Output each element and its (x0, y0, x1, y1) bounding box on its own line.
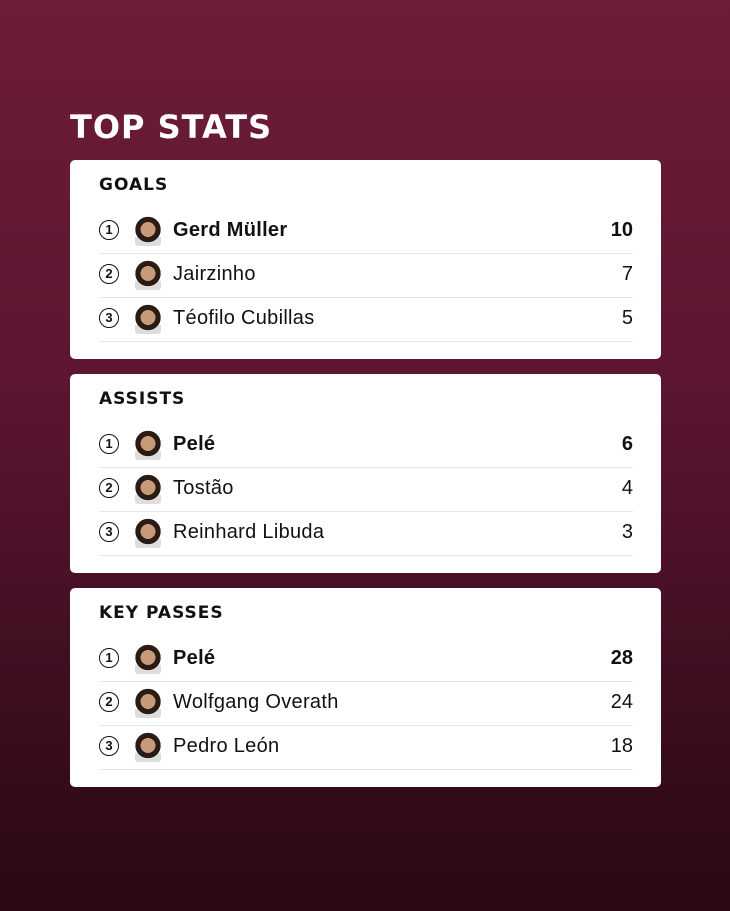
goals-card: GOALS 1 Gerd Müller 10 2 Jairzinho 7 3 T… (70, 160, 661, 359)
stat-value: 5 (621, 307, 633, 329)
player-avatar (135, 304, 161, 334)
player-avatar (135, 688, 161, 718)
key-passes-card: KEY PASSES 1 Pelé 28 2 Wolfgang Overath … (70, 588, 661, 787)
player-row[interactable]: 2 Wolfgang Overath 24 (99, 681, 633, 726)
player-name: Pedro León (173, 735, 280, 757)
player-row[interactable]: 3 Téofilo Cubillas 5 (99, 297, 633, 342)
stat-value: 6 (621, 433, 633, 455)
player-avatar (135, 430, 161, 460)
player-name: Tostão (173, 477, 234, 499)
player-row[interactable]: 1 Pelé 28 (99, 637, 633, 682)
stat-value: 4 (621, 477, 633, 499)
rank-badge: 1 (99, 220, 119, 240)
rank-badge: 2 (99, 478, 119, 498)
page-title: TOP STATS (70, 108, 273, 146)
player-avatar (135, 216, 161, 246)
player-avatar (135, 260, 161, 290)
player-name: Pelé (173, 433, 216, 455)
rank-badge: 2 (99, 692, 119, 712)
stat-value: 10 (610, 219, 633, 241)
player-row[interactable]: 1 Gerd Müller 10 (99, 209, 633, 254)
section-heading: GOALS (99, 175, 169, 195)
rank-badge: 3 (99, 522, 119, 542)
assists-card: ASSISTS 1 Pelé 6 2 Tostão 4 3 Reinhard L… (70, 374, 661, 573)
rank-badge: 1 (99, 434, 119, 454)
player-name: Jairzinho (173, 263, 256, 285)
section-heading: KEY PASSES (99, 603, 224, 623)
player-name: Téofilo Cubillas (173, 307, 315, 329)
player-name: Gerd Müller (173, 219, 288, 241)
player-row[interactable]: 3 Reinhard Libuda 3 (99, 511, 633, 556)
rank-badge: 2 (99, 264, 119, 284)
player-row[interactable]: 2 Jairzinho 7 (99, 253, 633, 298)
player-name: Reinhard Libuda (173, 521, 325, 543)
player-avatar (135, 474, 161, 504)
player-name: Wolfgang Overath (173, 691, 339, 713)
player-avatar (135, 644, 161, 674)
player-name: Pelé (173, 647, 216, 669)
stat-value: 28 (610, 647, 633, 669)
stat-value: 7 (621, 263, 633, 285)
stat-value: 24 (610, 691, 633, 713)
rank-badge: 1 (99, 648, 119, 668)
player-row[interactable]: 3 Pedro León 18 (99, 725, 633, 770)
player-avatar (135, 732, 161, 762)
section-heading: ASSISTS (99, 389, 186, 409)
player-row[interactable]: 2 Tostão 4 (99, 467, 633, 512)
player-row[interactable]: 1 Pelé 6 (99, 423, 633, 468)
rank-badge: 3 (99, 736, 119, 756)
stat-value: 3 (621, 521, 633, 543)
rank-badge: 3 (99, 308, 119, 328)
player-avatar (135, 518, 161, 548)
stat-value: 18 (610, 735, 633, 757)
